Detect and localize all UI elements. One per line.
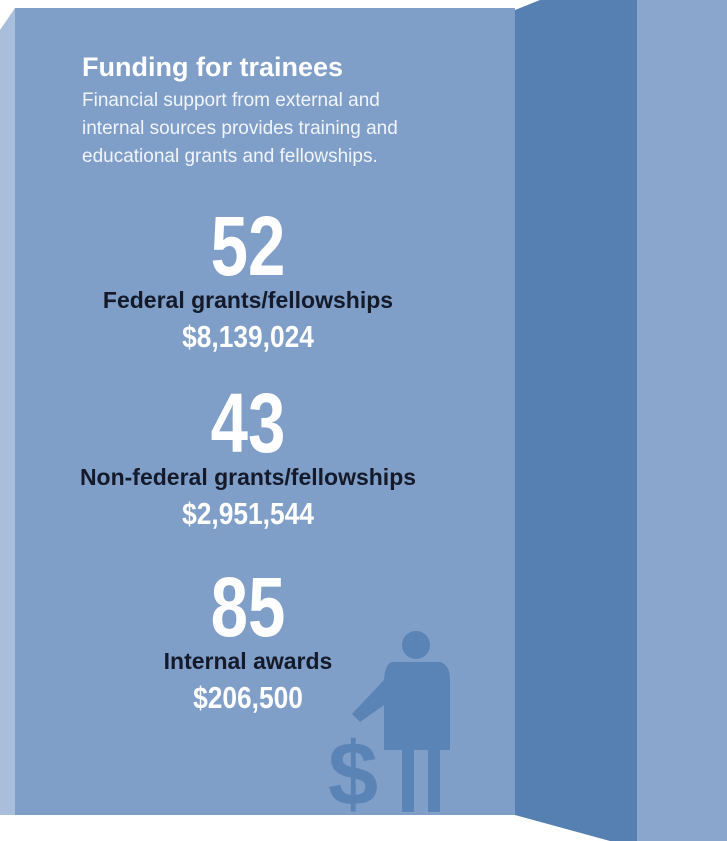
label: Non-federal grants/fellowships (80, 464, 416, 490)
amount: $2,951,544 (182, 497, 314, 531)
count: 43 (211, 377, 286, 471)
count: 52 (211, 200, 286, 294)
main-panel (15, 8, 515, 815)
title: Funding for trainees (82, 52, 343, 82)
svg-text:$: $ (328, 725, 378, 825)
amount: $8,139,024 (182, 320, 314, 354)
count: 85 (211, 561, 286, 655)
subtitle-line: internal sources provides training and (82, 118, 398, 139)
middle-column (515, 0, 637, 841)
left-edge (0, 8, 15, 815)
subtitle-line: educational grants and fellowships. (82, 146, 378, 167)
label: Internal awards (164, 648, 333, 674)
amount: $206,500 (193, 681, 303, 715)
subtitle-line: Financial support from external and (82, 90, 380, 111)
label: Federal grants/fellowships (103, 287, 393, 313)
right-panel (637, 0, 727, 841)
person-icon: $ (328, 631, 450, 825)
